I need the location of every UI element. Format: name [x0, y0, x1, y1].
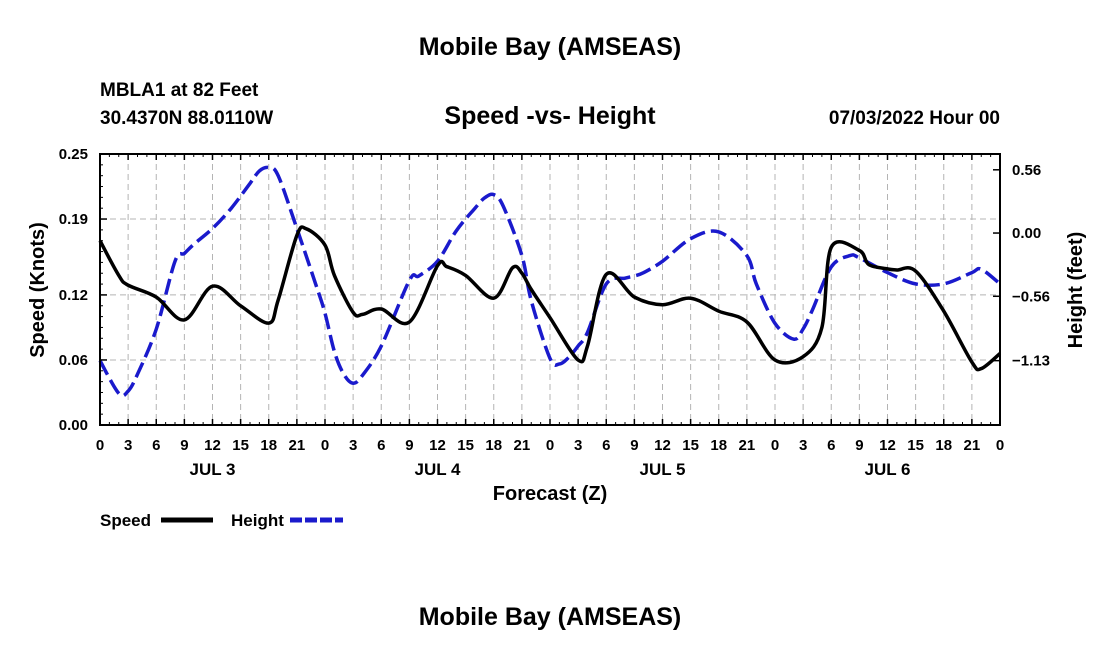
y2-tick-label: −0.56	[1012, 288, 1050, 305]
x-tick-label: 21	[514, 437, 531, 454]
x-tick-label: 0	[771, 437, 779, 454]
x-tick-label: 21	[964, 437, 981, 454]
series-line-height	[98, 165, 1002, 398]
x-tick-label: 0	[546, 437, 554, 454]
x-tick-label: 15	[232, 437, 249, 454]
x-axis-label: Forecast (Z)	[493, 483, 607, 505]
x-tick-label: 3	[349, 437, 357, 454]
x-tick-label: 6	[152, 437, 160, 454]
series-group	[98, 165, 1002, 398]
x-tick-label: 9	[630, 437, 638, 454]
y2-tick-label: 0.56	[1012, 162, 1041, 179]
x-tick-label: 12	[429, 437, 446, 454]
x-tick-label: 12	[204, 437, 221, 454]
x-tick-label: 18	[935, 437, 952, 454]
day-label: JUL 3	[190, 460, 236, 479]
x-tick-label: 18	[710, 437, 727, 454]
day-label: JUL 5	[640, 460, 686, 479]
station-label: MBLA1 at 82 Feet	[100, 80, 259, 101]
x-tick-label: 0	[96, 437, 104, 454]
axes: 0 3 6 9 12 15 18 21 0 3 6 9 12 15 18 21 0 3 6 9 12 15 18 21 0 3 6 9…	[59, 146, 1050, 479]
chart-title: Mobile Bay (AMSEAS)	[419, 33, 682, 61]
day-label: JUL 6	[865, 460, 911, 479]
x-tick-label: 6	[377, 437, 385, 454]
grid	[100, 154, 1000, 425]
x-tick-label: 3	[574, 437, 582, 454]
x-tick-label: 15	[457, 437, 474, 454]
x-tick-label: 12	[654, 437, 671, 454]
x-tick-label: 0	[996, 437, 1004, 454]
y-tick-label: 0.06	[59, 352, 88, 369]
legend: Speed Height	[100, 511, 343, 530]
x-tick-label: 6	[602, 437, 610, 454]
y-axis-label: Speed (Knots)	[27, 222, 49, 358]
y-tick-label: 0.00	[59, 417, 88, 434]
x-tick-label: 3	[124, 437, 132, 454]
y-tick-label: 0.25	[59, 146, 88, 163]
y2-tick-label: 0.00	[1012, 225, 1041, 242]
footer-title: Mobile Bay (AMSEAS)	[419, 603, 682, 631]
x-tick-label: 9	[855, 437, 863, 454]
x-tick-label: 12	[879, 437, 896, 454]
y2-axis-label: Height (feet)	[1065, 232, 1087, 349]
chart-subtitle: Speed -vs- Height	[444, 102, 656, 130]
y-tick-label: 0.19	[59, 211, 88, 228]
x-tick-label: 9	[405, 437, 413, 454]
y2-tick-label: −1.13	[1012, 353, 1050, 370]
x-tick-label: 6	[827, 437, 835, 454]
station-coordinates: 30.4370N 88.0110W	[100, 108, 273, 129]
x-tick-label: 0	[321, 437, 329, 454]
day-label: JUL 4	[415, 460, 462, 479]
y-tick-label: 0.12	[59, 287, 88, 304]
x-tick-label: 18	[260, 437, 277, 454]
x-tick-label: 3	[799, 437, 807, 454]
run-time: 07/03/2022 Hour 00	[829, 108, 1000, 129]
x-tick-label: 21	[289, 437, 306, 454]
legend-height-label: Height	[231, 511, 284, 530]
legend-speed-label: Speed	[100, 511, 151, 530]
x-tick-label: 15	[907, 437, 924, 454]
x-tick-label: 15	[682, 437, 699, 454]
x-tick-label: 21	[739, 437, 756, 454]
series-line-speed	[98, 225, 1002, 372]
x-tick-label: 18	[485, 437, 502, 454]
x-tick-label: 9	[180, 437, 188, 454]
